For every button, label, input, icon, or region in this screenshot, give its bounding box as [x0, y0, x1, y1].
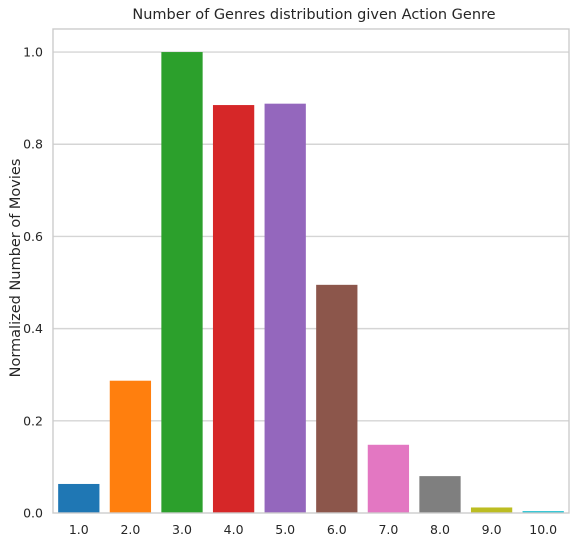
bar-10.0	[522, 511, 564, 513]
bar-1.0	[58, 483, 100, 513]
y-tick-label: 0.0	[23, 506, 43, 521]
y-tick-label: 0.4	[23, 321, 43, 336]
x-tick-label: 4.0	[224, 522, 244, 537]
x-tick-label: 10.0	[529, 522, 557, 537]
bar-5.0	[264, 103, 306, 513]
bar-7.0	[367, 444, 410, 513]
y-tick-labels: 0.0 0.2 0.4 0.6 0.8 1.0	[23, 45, 43, 521]
y-axis-label: Normalized Number of Movies	[8, 159, 24, 378]
bar-8.0	[419, 476, 461, 513]
x-tick-label: 9.0	[482, 522, 502, 537]
plot-frame	[52, 28, 570, 514]
bar-4.0	[212, 105, 255, 514]
x-tick-label: 2.0	[120, 522, 140, 537]
bar-3.0	[161, 52, 203, 514]
gridlines	[53, 51, 569, 422]
chart-title: Number of Genres distribution given Acti…	[132, 7, 495, 23]
bars	[58, 52, 564, 514]
x-tick-label: 6.0	[327, 522, 347, 537]
x-tick-label: 7.0	[378, 522, 398, 537]
y-tick-label: 1.0	[23, 45, 43, 60]
y-tick-label: 0.8	[23, 137, 43, 152]
bar-2.0	[109, 380, 152, 513]
y-tick-label: 0.2	[23, 413, 43, 428]
bar-6.0	[316, 284, 358, 513]
x-tick-label: 3.0	[172, 522, 192, 537]
bar-9.0	[470, 507, 513, 513]
x-tick-label: 8.0	[430, 522, 450, 537]
x-tick-label: 5.0	[275, 522, 295, 537]
y-tick-label: 0.6	[23, 229, 43, 244]
x-tick-labels: 1.0 2.0 3.0 4.0 5.0 6.0 7.0 8.0 9.0 10.0	[69, 522, 557, 537]
x-tick-label: 1.0	[69, 522, 89, 537]
